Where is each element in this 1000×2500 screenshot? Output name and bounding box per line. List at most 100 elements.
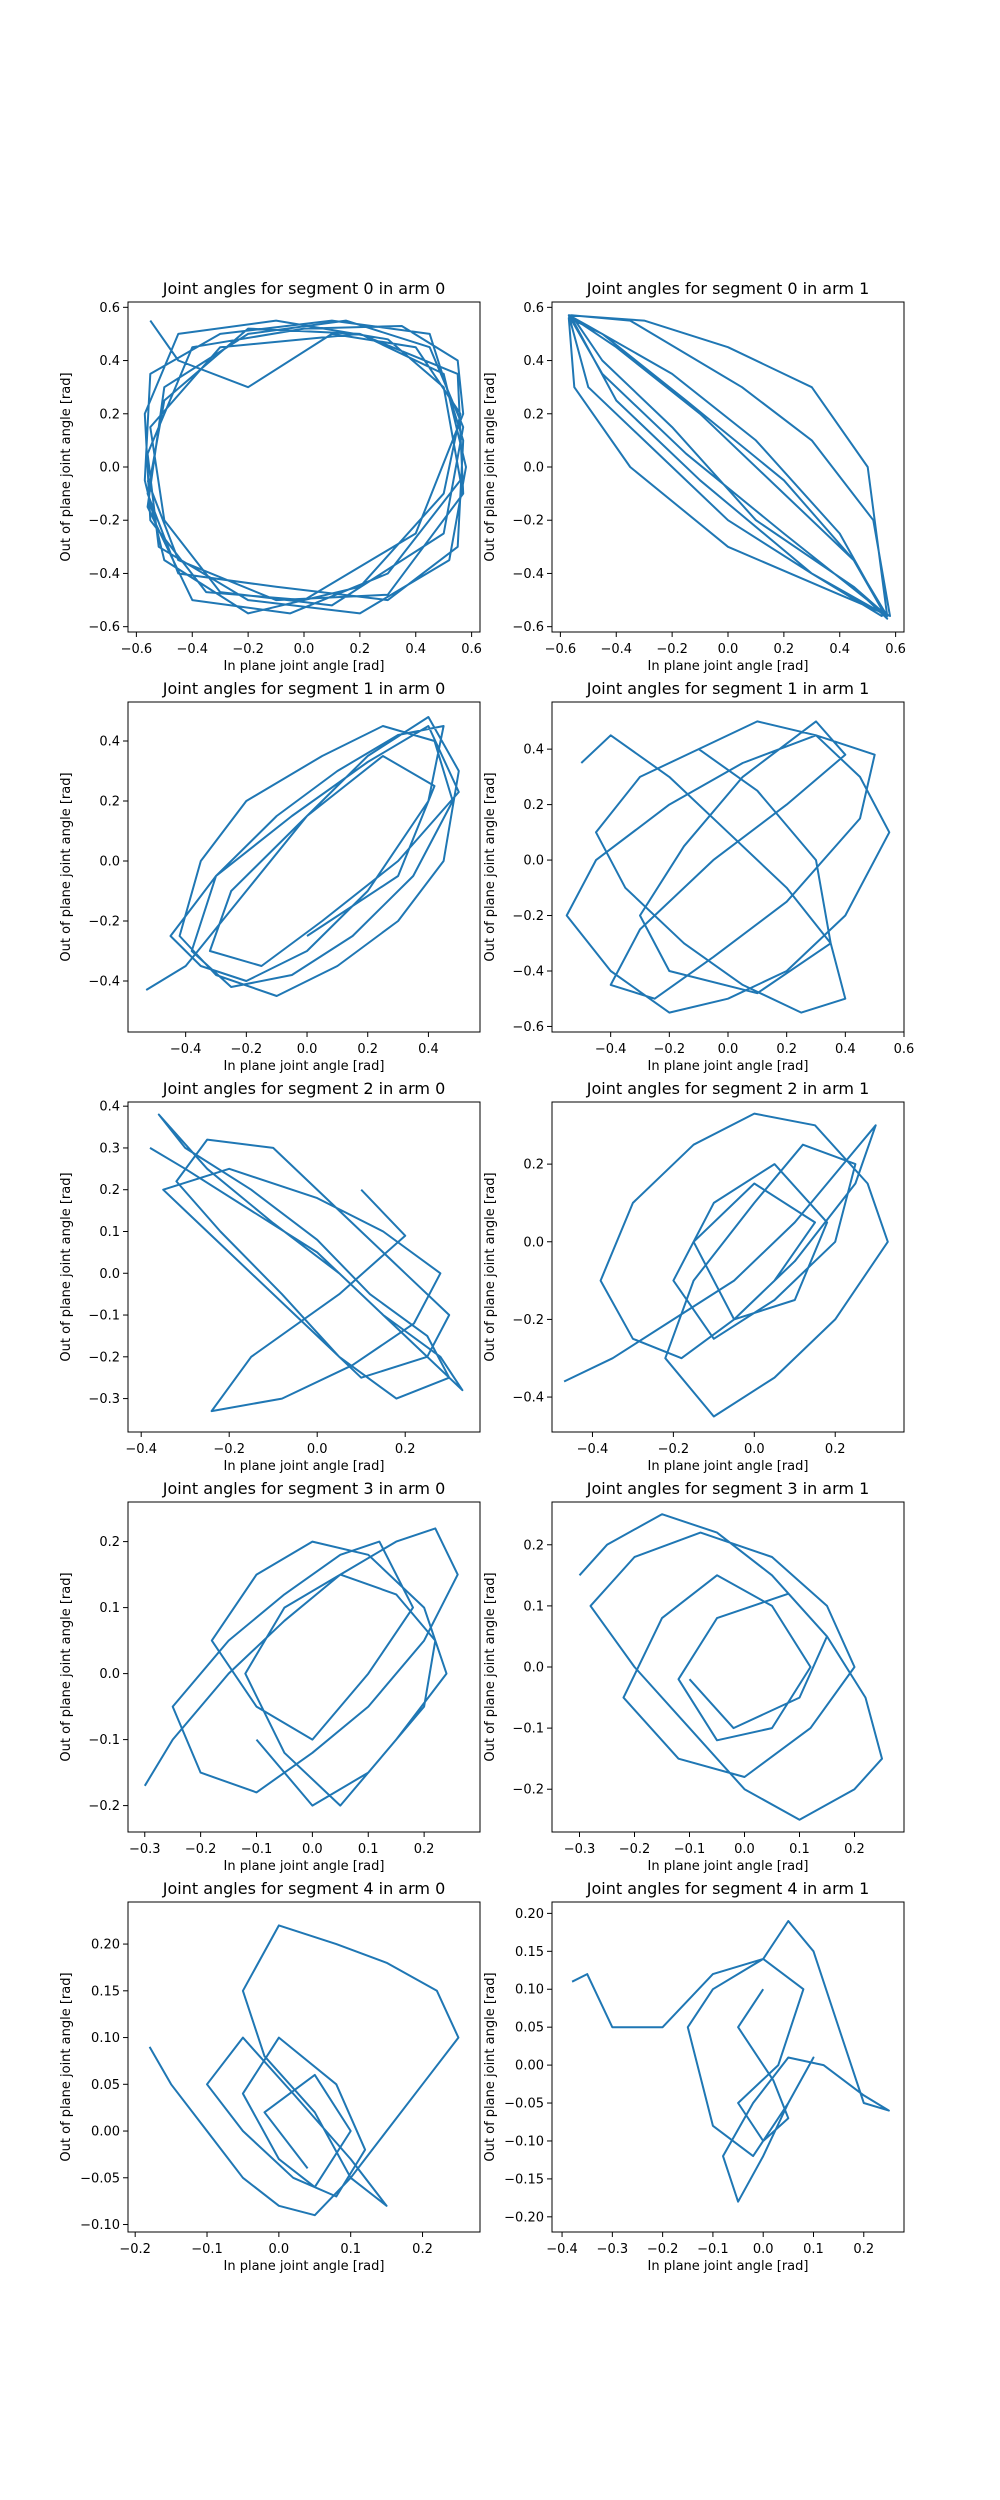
x-axis-label: In plane joint angle [rad] xyxy=(648,1059,809,1074)
y-tick-label: 0.4 xyxy=(523,743,544,758)
x-tick-label: −0.2 xyxy=(231,1042,263,1057)
x-tick-label: 0.0 xyxy=(744,1442,765,1457)
y-axis-label: Out of plane joint angle [rad] xyxy=(59,1572,74,1761)
x-tick-label: −0.4 xyxy=(577,1442,609,1457)
x-axis-label: In plane joint angle [rad] xyxy=(224,1059,385,1074)
subplot-title: Joint angles for segment 0 in arm 0 xyxy=(162,279,446,298)
y-tick-label: −0.2 xyxy=(88,1350,120,1365)
subplot-7: −0.3 −0.2 −0.1 0.0 0.1 0.2 −0.2 −0.1 0.0 0.1 0.2 Jo… xyxy=(483,1479,905,1874)
y-tick-label: −0.15 xyxy=(504,2172,544,2187)
trajectory-line xyxy=(143,1527,459,1807)
trajectory-line xyxy=(565,720,891,1014)
y-tick-label: 0.05 xyxy=(91,2078,120,2093)
y-tick-label: 0.1 xyxy=(99,1225,120,1240)
trajectory-line xyxy=(145,716,460,997)
y-axis-label: Out of plane joint angle [rad] xyxy=(59,1972,74,2161)
x-tick-label: 0.6 xyxy=(894,1042,915,1057)
x-tick-label: 0.4 xyxy=(835,1042,856,1057)
y-tick-label: 0.0 xyxy=(523,1235,544,1250)
y-tick-label: 0.1 xyxy=(99,1601,120,1616)
x-axis-label: In plane joint angle [rad] xyxy=(224,659,385,674)
y-tick-label: −0.4 xyxy=(88,567,120,582)
trajectory-line xyxy=(571,1920,890,2203)
x-tick-label: 0.1 xyxy=(358,1842,379,1857)
y-tick-label: 0.15 xyxy=(515,1945,544,1960)
x-tick-label: 0.0 xyxy=(297,1042,318,1057)
y-axis-label: Out of plane joint angle [rad] xyxy=(59,1172,74,1361)
x-tick-label: 0.2 xyxy=(776,1042,797,1057)
y-tick-label: 0.1 xyxy=(523,1599,544,1614)
x-tick-label: −0.2 xyxy=(647,2242,679,2257)
x-tick-label: −0.2 xyxy=(232,642,264,657)
x-axis-label: In plane joint angle [rad] xyxy=(648,659,809,674)
x-tick-label: 0.1 xyxy=(803,2242,824,2257)
x-tick-label: 0.2 xyxy=(350,642,371,657)
y-tick-label: 0.0 xyxy=(523,854,544,869)
x-axis-label: In plane joint angle [rad] xyxy=(648,1859,809,1874)
y-tick-label: 0.6 xyxy=(99,301,120,316)
subplot-8: −0.2 −0.1 0.0 0.1 0.2 −0.10 −0.05 0.00 0.05 0.10 0… xyxy=(59,1879,481,2274)
x-axis-label: In plane joint angle [rad] xyxy=(224,2259,385,2274)
x-tick-label: 0.2 xyxy=(853,2242,874,2257)
x-tick-label: 0.2 xyxy=(825,1442,846,1457)
trajectory-line xyxy=(567,314,891,620)
y-tick-label: −0.3 xyxy=(88,1392,120,1407)
y-tick-label: 0.0 xyxy=(99,461,120,476)
x-tick-label: −0.2 xyxy=(185,1842,217,1857)
axes-frame xyxy=(127,1101,481,1433)
x-tick-label: 0.6 xyxy=(885,642,906,657)
subplot-title: Joint angles for segment 3 in arm 0 xyxy=(162,1479,446,1498)
x-tick-label: 0.2 xyxy=(414,1842,435,1857)
x-tick-label: 0.4 xyxy=(829,642,850,657)
y-tick-label: −0.4 xyxy=(88,975,120,990)
y-tick-label: −0.6 xyxy=(88,620,120,635)
y-tick-label: 0.4 xyxy=(523,354,544,369)
y-tick-label: 0.2 xyxy=(523,407,544,422)
x-tick-label: −0.1 xyxy=(241,1842,273,1857)
x-tick-label: −0.6 xyxy=(121,642,153,657)
y-tick-label: −0.4 xyxy=(512,964,544,979)
y-tick-label: −0.1 xyxy=(88,1309,120,1324)
x-axis-label: In plane joint angle [rad] xyxy=(224,1859,385,1874)
subplot-grid: −0.6 −0.4 −0.2 0.0 0.2 0.4 0.6−0.6−0.4−0.20.00… xyxy=(59,279,914,2274)
x-tick-label: −0.2 xyxy=(213,1442,245,1457)
y-tick-label: 0.0 xyxy=(99,1667,120,1682)
x-tick-label: −0.6 xyxy=(545,642,577,657)
subplot-9: −0.4 −0.3 −0.2 −0.1 0.0 0.1 0.2 −0.20 −0.15 −0.10… xyxy=(483,1879,905,2274)
y-tick-label: −0.2 xyxy=(512,909,544,924)
y-tick-label: 0.0 xyxy=(99,1267,120,1282)
subplot-title: Joint angles for segment 2 in arm 1 xyxy=(586,1079,870,1098)
axes-frame xyxy=(127,1501,481,1833)
y-tick-label: 0.00 xyxy=(515,2059,544,2074)
x-tick-label: 0.2 xyxy=(412,2242,433,2257)
y-tick-label: 0.15 xyxy=(91,1984,120,1999)
y-axis-label: Out of plane joint angle [rad] xyxy=(483,772,498,961)
y-axis-label: Out of plane joint angle [rad] xyxy=(59,372,74,561)
x-tick-label: 0.0 xyxy=(734,1842,755,1857)
y-tick-label: −0.2 xyxy=(88,1799,120,1814)
x-tick-label: −0.3 xyxy=(597,2242,629,2257)
y-tick-label: 0.2 xyxy=(99,795,120,810)
axes-frame xyxy=(127,701,481,1033)
y-tick-label: −0.05 xyxy=(504,2097,544,2112)
trajectory-line xyxy=(563,1112,889,1418)
trajectory-line xyxy=(149,1113,464,1413)
x-tick-label: 0.2 xyxy=(395,1442,416,1457)
x-tick-label: 0.4 xyxy=(405,642,426,657)
y-tick-label: 0.20 xyxy=(91,1938,120,1953)
y-tick-label: 0.4 xyxy=(99,735,120,750)
y-tick-label: −0.05 xyxy=(80,2171,120,2186)
x-tick-label: −0.2 xyxy=(656,642,688,657)
subplot-title: Joint angles for segment 1 in arm 1 xyxy=(586,679,870,698)
x-tick-label: 0.0 xyxy=(718,642,739,657)
subplot-6: −0.3 −0.2 −0.1 0.0 0.1 0.2 −0.2 −0.1 0.0 0.1 0.2 Jo… xyxy=(59,1479,481,1874)
subplot-title: Joint angles for segment 4 in arm 0 xyxy=(162,1879,446,1898)
x-tick-label: 0.0 xyxy=(307,1442,328,1457)
y-tick-label: −0.1 xyxy=(88,1733,120,1748)
y-tick-label: 0.6 xyxy=(523,301,544,316)
x-tick-label: −0.4 xyxy=(125,1442,157,1457)
y-tick-label: 0.2 xyxy=(523,1538,544,1553)
y-tick-label: −0.1 xyxy=(512,1722,544,1737)
x-tick-label: −0.1 xyxy=(191,2242,223,2257)
x-tick-label: −0.4 xyxy=(546,2242,578,2257)
